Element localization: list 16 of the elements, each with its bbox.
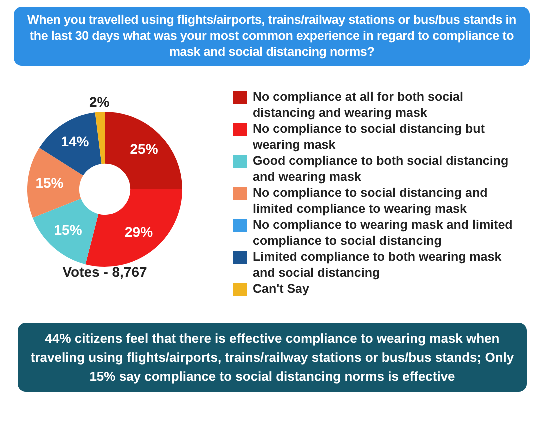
legend-label: No compliance to social distancing and limited compliance to wearing mask	[253, 186, 489, 217]
data-label: 2%	[89, 94, 110, 110]
legend-label: No compliance to wearing mask and limited compliance to social distancing	[253, 218, 514, 249]
legend-label: Can't Say	[253, 282, 310, 298]
data-label: 14%	[61, 133, 90, 150]
data-label: 15%	[54, 222, 83, 238]
chart-title: When you travelled using flights/airports, trains/railway stations or bus/bus stands in the last 30 days what was your most common experience in regard to compliance to mask and social distancing norms?	[14, 7, 530, 66]
data-label: 25%	[130, 141, 159, 158]
data-label: 29%	[125, 224, 154, 240]
text: Votes - 8,767	[62, 264, 148, 280]
legend-label: Limited compliance to both wearing mask and social distancing	[253, 250, 503, 281]
legend-label: No compliance at all for both social distancing and wearing mask	[253, 90, 464, 121]
legend-label: No compliance to social distancing but wearing mask	[253, 122, 486, 153]
legend-label: Good compliance to both social distancing and wearing mask	[253, 154, 510, 185]
text: 44% citizens feel that there is effective compliance to wearing mask when traveling using flights/airports, trains/railway stations or bus/bus stands; Only 15% say compliance to social distancing norms is effective	[18, 323, 527, 392]
data-label: 15%	[36, 175, 64, 192]
